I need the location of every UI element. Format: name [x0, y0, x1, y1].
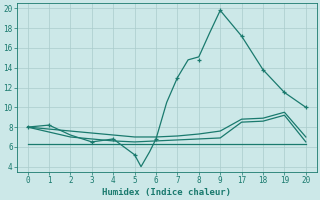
X-axis label: Humidex (Indice chaleur): Humidex (Indice chaleur) [102, 188, 231, 197]
